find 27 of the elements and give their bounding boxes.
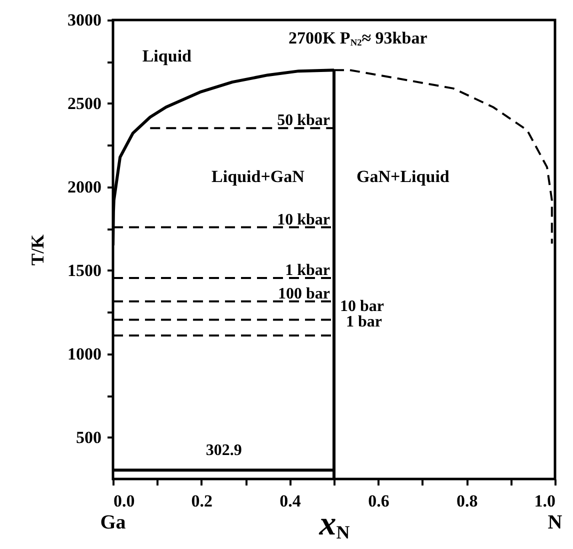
series-label: 50 kbar xyxy=(277,112,330,130)
y-tick-label: 2000 xyxy=(68,177,102,196)
series-label: 1 kbar xyxy=(285,262,330,280)
x-tick-label: 0.6 xyxy=(368,492,390,510)
y-tick-label: 1000 xyxy=(68,344,102,364)
annotation: Liquid xyxy=(142,46,192,66)
x-axis-title: x$_{N}$ xyxy=(318,506,350,544)
x-tick-label: 0.2 xyxy=(191,492,213,510)
x-tick-label: 0.0 xyxy=(114,492,135,510)
text: N xyxy=(548,512,563,534)
series-label: 10 bar xyxy=(340,298,384,315)
x-tick-label: 0.8 xyxy=(456,492,478,510)
x-tick-label: 1.0 xyxy=(534,492,556,510)
y-tick-label: 1500 xyxy=(68,260,102,280)
x-tick-label: 0.4 xyxy=(280,492,302,510)
annotation: 2700K P$_{N2}$≈ 93kbar xyxy=(288,28,428,48)
series-label: 302.9 xyxy=(206,442,242,460)
y-tick-label: 2500 xyxy=(68,94,102,113)
y-axis-title: T/K xyxy=(28,234,48,266)
text: Ga xyxy=(100,512,126,534)
y-tick-label: 3000 xyxy=(68,10,102,30)
y-tick-label: 500 xyxy=(76,428,102,447)
series-label: 100 bar xyxy=(278,285,330,302)
series-label: 10 kbar xyxy=(277,211,330,228)
annotation: GaN+Liquid xyxy=(356,166,450,186)
series-label: 1 bar xyxy=(346,313,382,330)
annotation: Liquid+GaN xyxy=(212,166,306,186)
